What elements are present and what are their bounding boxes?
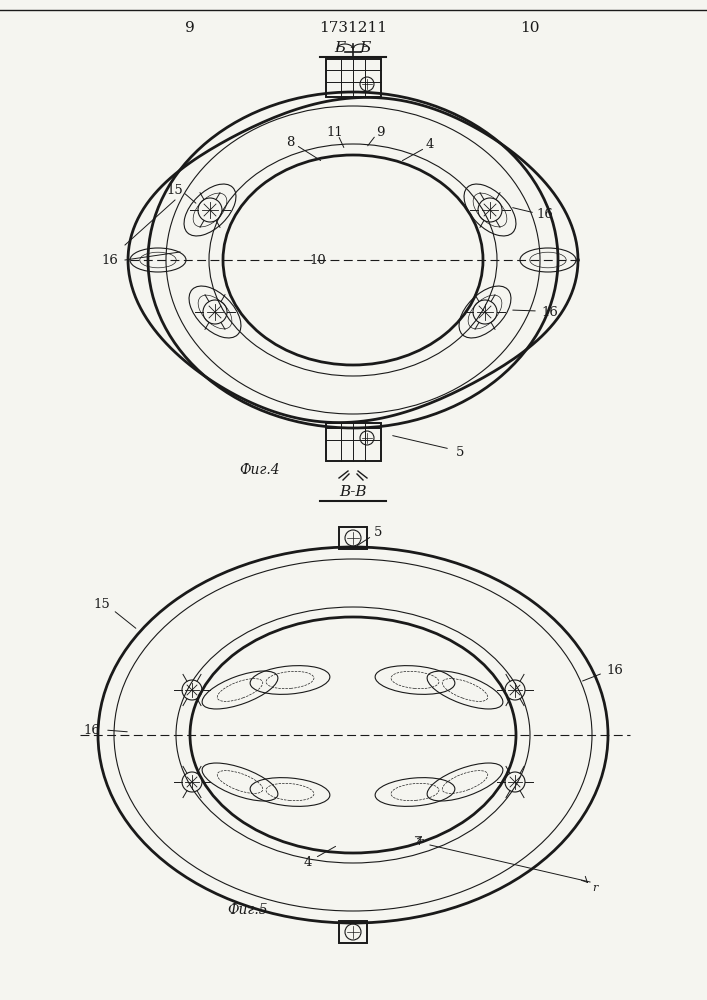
Text: Фиг.4: Фиг.4 <box>240 463 280 477</box>
Text: 16: 16 <box>607 664 624 676</box>
Text: 9: 9 <box>375 125 384 138</box>
Text: 8: 8 <box>286 135 294 148</box>
Text: В-В: В-В <box>339 485 367 499</box>
Text: 5: 5 <box>374 526 382 538</box>
Bar <box>339 527 367 549</box>
Bar <box>325 423 380 461</box>
Text: 16: 16 <box>537 209 554 222</box>
Bar <box>339 921 367 943</box>
Text: 5: 5 <box>456 446 464 458</box>
Bar <box>325 59 380 97</box>
Text: 16: 16 <box>542 306 559 318</box>
Text: 15: 15 <box>167 184 183 196</box>
Text: 1731211: 1731211 <box>319 21 387 35</box>
Text: 16: 16 <box>83 724 100 736</box>
Text: 9: 9 <box>185 21 195 35</box>
Text: r: r <box>592 883 597 893</box>
Text: 4: 4 <box>304 856 312 868</box>
Text: r: r <box>417 837 423 847</box>
Text: 10: 10 <box>310 253 327 266</box>
Text: Фиг.5: Фиг.5 <box>228 903 269 917</box>
Text: 15: 15 <box>93 598 110 611</box>
Text: 4: 4 <box>426 138 434 151</box>
Text: 11: 11 <box>327 125 344 138</box>
Text: Б - Б: Б - Б <box>334 41 372 55</box>
Text: 10: 10 <box>520 21 539 35</box>
Text: 16: 16 <box>102 253 119 266</box>
